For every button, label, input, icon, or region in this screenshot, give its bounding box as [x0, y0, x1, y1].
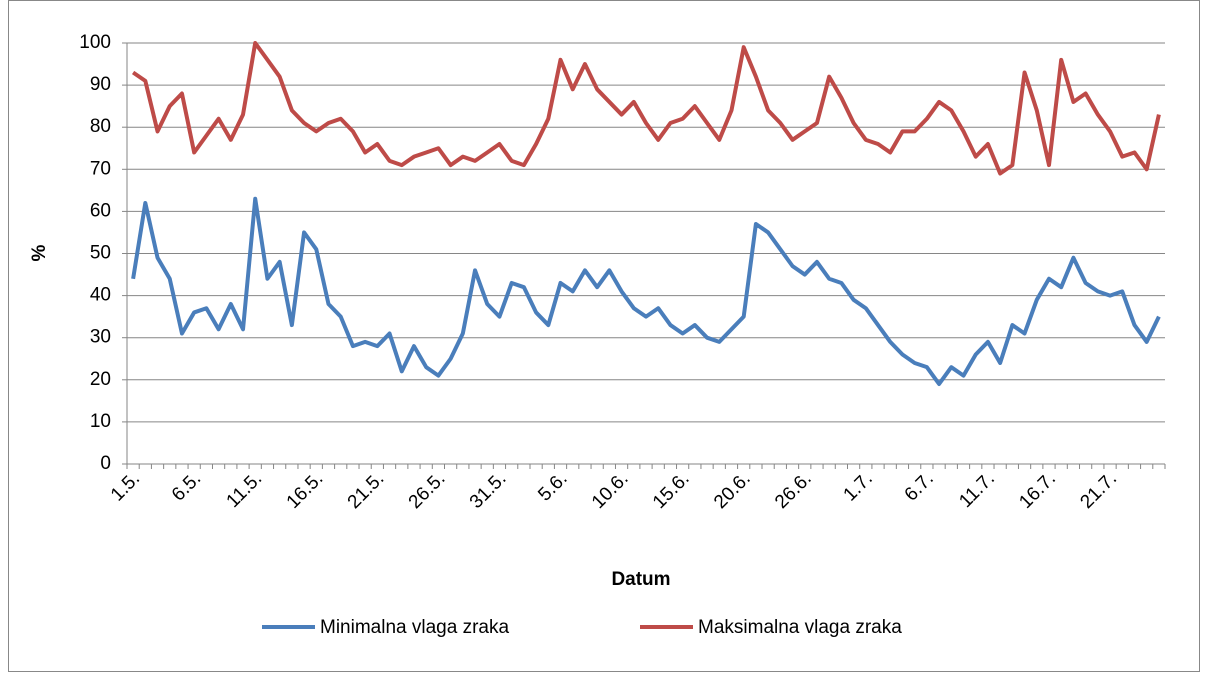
y-tick-label: 10: [90, 411, 111, 432]
y-tick-label: 80: [90, 116, 111, 137]
legend-label: Maksimalna vlaga zraka: [698, 617, 902, 638]
data-line: [131, 41, 1161, 176]
y-tick-label: 0: [100, 453, 111, 474]
y-tick-label: 100: [79, 32, 111, 53]
y-tick-label: 40: [90, 285, 111, 306]
chart-border: [8, 0, 1200, 672]
y-axis-label: %: [29, 244, 50, 261]
data-line: [131, 196, 1161, 387]
y-tick-label: 20: [90, 369, 111, 390]
y-tick-label: 30: [90, 327, 111, 348]
y-tick-label: 50: [90, 243, 111, 264]
y-tick-label: 60: [90, 200, 111, 221]
x-axis-label: Datum: [611, 569, 670, 590]
legend-label: Minimalna vlaga zraka: [320, 617, 509, 638]
y-tick-label: 90: [90, 74, 111, 95]
y-tick-label: 70: [90, 158, 111, 179]
